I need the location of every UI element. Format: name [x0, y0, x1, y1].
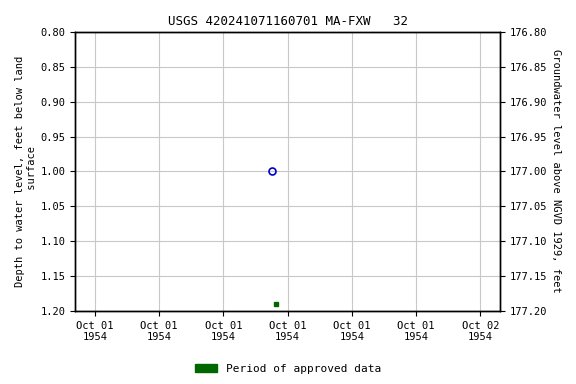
Title: USGS 420241071160701 MA-FXW   32: USGS 420241071160701 MA-FXW 32	[168, 15, 408, 28]
Y-axis label: Groundwater level above NGVD 1929, feet: Groundwater level above NGVD 1929, feet	[551, 50, 561, 293]
Legend: Period of approved data: Period of approved data	[191, 359, 385, 379]
Y-axis label: Depth to water level, feet below land
 surface: Depth to water level, feet below land su…	[15, 56, 37, 287]
